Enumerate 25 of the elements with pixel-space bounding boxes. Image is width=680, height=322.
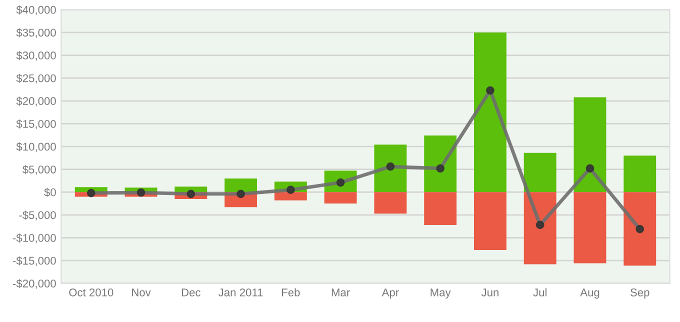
- x-tick-label: Apr: [382, 288, 399, 299]
- x-tick-label: Oct 2010: [69, 288, 114, 296]
- x-tick-label: Jun: [481, 288, 498, 296]
- y-tick-label: $35,000: [16, 28, 56, 38]
- y-tick-label: -$15,000: [12, 256, 56, 266]
- x-tick-label: Dec: [182, 288, 200, 296]
- y-tick-label: $0: [44, 188, 56, 197]
- y-tick-label: $30,000: [16, 51, 56, 61]
- y-tick-label: $5,000: [22, 165, 56, 175]
- x-tick-label: Nov: [132, 288, 151, 296]
- x-tick-label: May: [430, 288, 451, 299]
- y-tick-label: $20,000: [16, 96, 56, 106]
- y-tick-label: -$20,000: [12, 279, 56, 289]
- y-tick-label: $10,000: [16, 142, 56, 152]
- y-tick-label: -$5,000: [19, 210, 56, 220]
- x-tick-label: Feb: [282, 288, 300, 296]
- x-tick-label: Jan 2011: [218, 288, 263, 296]
- y-tick-label: $25,000: [16, 74, 56, 84]
- x-tick-label: Mar: [332, 288, 350, 296]
- x-tick-label: Aug: [580, 288, 600, 299]
- y-tick-label: -$10,000: [12, 234, 56, 244]
- x-tick-label: Jul: [533, 288, 546, 296]
- x-tick-label: Sep: [630, 288, 650, 299]
- y-tick-label: $15,000: [16, 120, 56, 130]
- y-tick-label: $40,000: [16, 5, 56, 16]
